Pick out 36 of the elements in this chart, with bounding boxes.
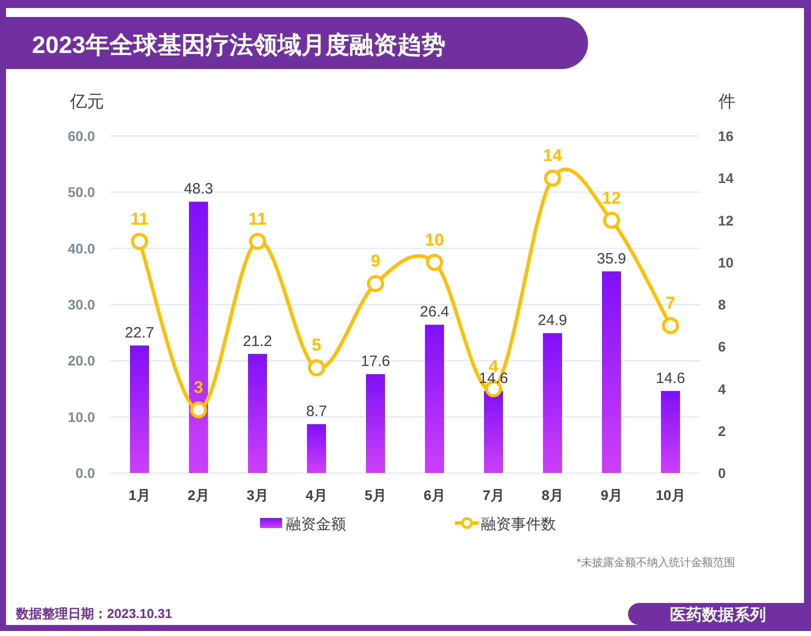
line-label: 14 [543,146,562,166]
xtick: 9月 [600,487,622,503]
xtick: 1月 [128,487,150,503]
ytick: 20.0 [68,352,95,369]
line-label: 10 [425,230,444,250]
line-label: 3 [194,378,204,397]
ylabel: 亿元 [70,92,104,111]
xtick: 3月 [246,487,268,503]
ytick: 50.0 [68,184,95,200]
title: 2023年全球基因疗法领域月度融资趋势 [32,32,446,59]
xtick: 2月 [188,487,210,503]
line-label: 11 [130,209,148,228]
bar-label: 21.2 [242,332,272,350]
xtick: 6月 [424,487,446,503]
bar-label: 24.9 [538,312,568,330]
ytick: 10.0 [68,408,95,425]
line-label: 5 [312,336,322,355]
ytick: 0.0 [76,465,95,481]
ytick: 40.0 [68,240,95,256]
xtick: 8月 [542,487,564,503]
line-label: 11 [248,209,266,228]
legend-label: 融资事件数 [481,516,556,533]
ytick: 30.0 [68,296,95,312]
bar-label: 48.3 [184,180,214,198]
bar-label: 35.9 [596,250,626,268]
xtick: 7月 [482,487,504,503]
bar-label: 17.6 [360,353,390,370]
bar-label: 22.7 [124,324,154,342]
xtick: 4月 [306,487,328,503]
bar-label: 8.7 [306,403,327,420]
line-label: 12 [602,188,621,208]
ytick: 60.0 [68,128,95,144]
legend-label: 融资金额 [286,516,346,533]
bar-label: 26.4 [420,304,450,321]
xtick: 5月 [364,487,386,503]
line-label: 9 [370,251,380,270]
